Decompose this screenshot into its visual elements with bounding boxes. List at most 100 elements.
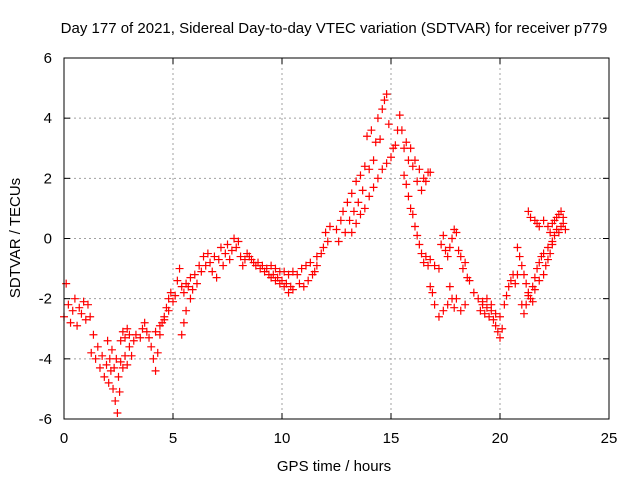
data-point bbox=[524, 207, 533, 216]
data-point bbox=[443, 252, 452, 261]
data-point bbox=[116, 336, 125, 345]
data-point bbox=[104, 378, 113, 387]
data-point bbox=[171, 291, 180, 300]
data-point bbox=[131, 330, 140, 339]
data-point bbox=[147, 342, 156, 351]
data-point bbox=[519, 309, 528, 318]
data-point bbox=[535, 276, 544, 285]
data-point bbox=[452, 228, 461, 237]
data-point bbox=[469, 288, 478, 297]
data-point bbox=[169, 297, 177, 306]
data-point bbox=[485, 312, 494, 321]
data-point bbox=[321, 228, 330, 237]
data-point bbox=[539, 249, 548, 258]
data-point bbox=[164, 294, 173, 303]
data-point bbox=[504, 282, 513, 291]
data-point bbox=[496, 333, 504, 342]
data-point bbox=[421, 177, 430, 186]
data-point bbox=[535, 222, 544, 231]
data-point bbox=[186, 294, 195, 303]
data-point bbox=[81, 315, 90, 324]
data-point bbox=[493, 327, 502, 336]
data-point bbox=[208, 267, 217, 276]
data-point bbox=[219, 261, 228, 270]
data-point bbox=[267, 261, 276, 270]
data-point bbox=[382, 159, 391, 168]
data-point bbox=[345, 216, 354, 225]
data-point bbox=[127, 351, 136, 360]
data-point bbox=[145, 333, 154, 342]
data-point bbox=[184, 282, 193, 291]
data-point bbox=[210, 252, 219, 261]
data-point bbox=[216, 243, 225, 252]
data-point bbox=[402, 180, 411, 189]
data-point bbox=[116, 357, 125, 366]
data-point bbox=[110, 363, 119, 372]
data-point bbox=[115, 387, 124, 396]
data-point bbox=[441, 246, 450, 255]
data-point bbox=[541, 261, 550, 270]
data-point bbox=[319, 243, 328, 252]
data-point bbox=[197, 267, 206, 276]
data-point bbox=[149, 354, 158, 363]
data-point bbox=[304, 276, 313, 285]
data-point bbox=[557, 207, 566, 216]
data-point bbox=[543, 222, 552, 231]
data-point bbox=[428, 288, 437, 297]
data-point bbox=[406, 204, 415, 213]
data-point bbox=[140, 318, 149, 327]
data-point bbox=[75, 303, 84, 312]
y-tick-label: 4 bbox=[44, 110, 52, 127]
data-point bbox=[410, 222, 419, 231]
data-point bbox=[138, 324, 147, 333]
data-point bbox=[522, 300, 531, 309]
data-point bbox=[491, 309, 500, 318]
data-point bbox=[456, 252, 465, 261]
data-point bbox=[443, 300, 452, 309]
data-point bbox=[182, 306, 191, 315]
data-point bbox=[465, 276, 474, 285]
plot-frame bbox=[63, 57, 610, 420]
data-point bbox=[271, 264, 280, 273]
data-point bbox=[546, 228, 555, 237]
data-point bbox=[404, 192, 413, 201]
data-point bbox=[142, 327, 151, 336]
data-point bbox=[306, 258, 315, 267]
data-point bbox=[295, 279, 304, 288]
data-point bbox=[199, 252, 208, 261]
data-point bbox=[489, 315, 498, 324]
y-tick-label: -2 bbox=[39, 291, 52, 308]
data-point bbox=[160, 315, 169, 324]
data-point bbox=[118, 327, 127, 336]
data-point bbox=[221, 249, 230, 258]
data-point bbox=[526, 213, 535, 222]
data-point bbox=[113, 408, 122, 417]
data-point bbox=[107, 345, 116, 354]
data-point bbox=[480, 309, 489, 318]
data-point bbox=[100, 372, 109, 381]
data-point bbox=[121, 333, 130, 342]
data-point bbox=[482, 294, 491, 303]
data-point bbox=[91, 354, 100, 363]
data-point bbox=[223, 240, 232, 249]
data-point bbox=[550, 231, 559, 240]
data-point bbox=[410, 156, 419, 165]
data-point bbox=[369, 183, 378, 192]
data-point bbox=[254, 258, 263, 267]
data-point bbox=[123, 360, 132, 369]
data-point bbox=[439, 231, 448, 240]
data-point bbox=[487, 300, 496, 309]
data-point bbox=[430, 300, 439, 309]
data-point bbox=[358, 186, 367, 195]
data-point bbox=[112, 354, 121, 363]
data-point bbox=[312, 252, 321, 261]
data-point bbox=[151, 327, 160, 336]
data-point bbox=[93, 342, 102, 351]
data-point bbox=[111, 396, 120, 405]
data-point bbox=[458, 264, 467, 273]
data-point bbox=[515, 252, 524, 261]
data-point bbox=[430, 261, 439, 270]
data-point bbox=[227, 246, 236, 255]
data-point bbox=[482, 303, 491, 312]
